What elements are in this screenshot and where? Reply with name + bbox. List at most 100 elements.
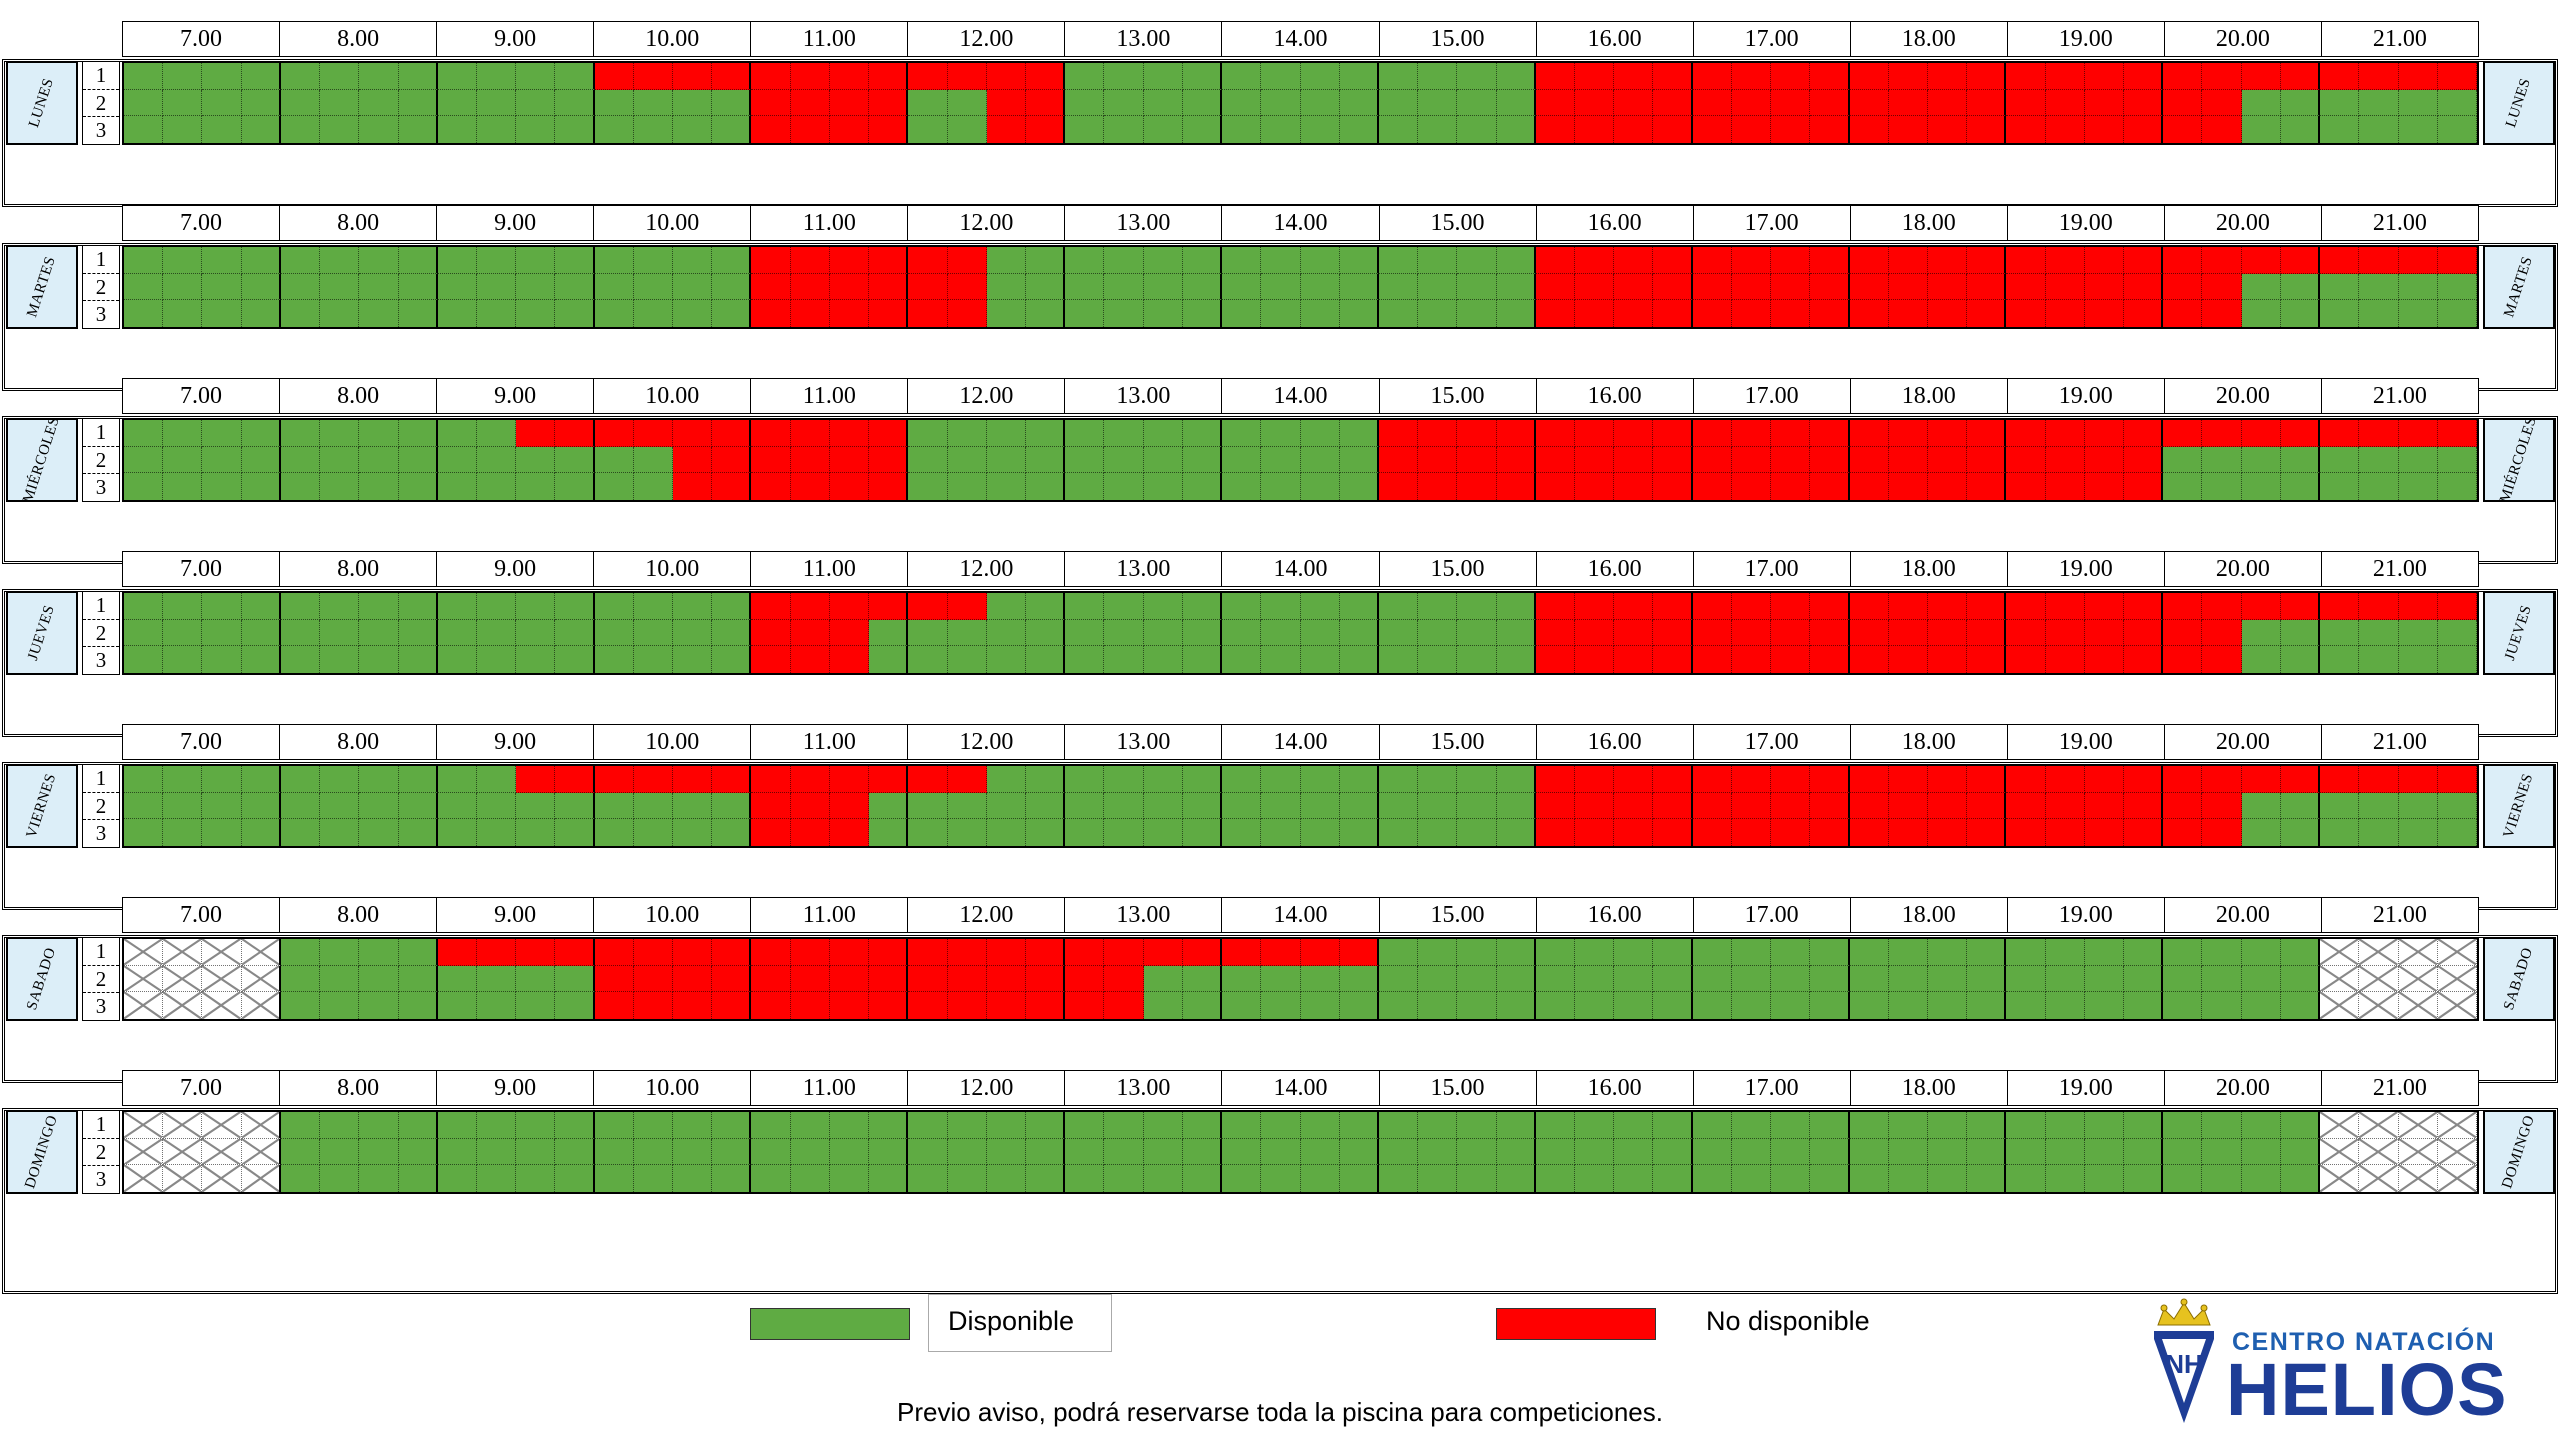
slot-available <box>280 420 321 447</box>
slot-unavailable <box>2006 766 2046 793</box>
slot-unavailable <box>751 116 791 143</box>
slot-available <box>2320 792 2360 820</box>
slot-unavailable <box>2163 247 2203 274</box>
slot-available <box>2124 965 2164 993</box>
slot-available <box>1300 992 1340 1019</box>
slot-unavailable <box>869 766 909 793</box>
slot-available <box>594 446 634 474</box>
slot-closed <box>2320 939 2360 966</box>
slot-available <box>986 819 1026 846</box>
slot-available <box>516 819 556 846</box>
slot-unavailable <box>1888 63 1928 90</box>
slot-available <box>1418 63 1458 90</box>
slot-unavailable <box>1810 619 1850 647</box>
slot-available <box>516 1112 556 1139</box>
slot-unavailable <box>751 89 791 117</box>
lane-number: 3 <box>95 994 107 1019</box>
slot-available <box>2124 992 2164 1019</box>
hour-label: 19.00 <box>2006 897 2164 933</box>
slot-available <box>555 819 595 846</box>
slot-unavailable <box>1888 792 1928 820</box>
slot-closed <box>241 1165 281 1192</box>
slot-unavailable <box>790 473 830 500</box>
slot-available <box>1300 593 1340 620</box>
slot-unavailable <box>829 247 870 274</box>
slot-unavailable <box>869 939 909 966</box>
slot-unavailable <box>673 766 713 793</box>
slot-available <box>1065 273 1105 301</box>
slot-unavailable <box>947 300 987 327</box>
slot-available <box>986 766 1026 793</box>
slot-available <box>1222 1138 1262 1166</box>
slot-available <box>124 420 164 447</box>
slot-unavailable <box>673 420 713 447</box>
slot-unavailable <box>1967 446 2007 474</box>
slot-unavailable <box>751 819 791 846</box>
hour-label: 12.00 <box>907 1070 1065 1106</box>
slot-available <box>2437 792 2477 820</box>
slot-available <box>1339 63 1379 90</box>
slot-available <box>1143 965 1183 993</box>
slot-available <box>633 473 674 500</box>
slot-available <box>1575 1112 1615 1139</box>
slot-available <box>986 1138 1026 1166</box>
slot-available <box>947 473 987 500</box>
slot-available <box>1418 300 1458 327</box>
slot-unavailable <box>2084 593 2125 620</box>
slot-available <box>1104 420 1144 447</box>
hour-label: 16.00 <box>1535 1070 1693 1106</box>
slot-unavailable <box>2045 792 2085 820</box>
slot-available <box>202 792 242 820</box>
slot-unavailable <box>1771 89 1811 117</box>
slot-unavailable <box>829 965 870 993</box>
slot-available <box>2241 965 2281 993</box>
slot-unavailable <box>751 792 791 820</box>
slot-closed <box>124 992 164 1019</box>
slot-available <box>1065 1112 1105 1139</box>
slot-unavailable <box>1967 89 2007 117</box>
slot-available <box>280 273 321 301</box>
slot-unavailable <box>2437 593 2477 620</box>
availability-grid <box>122 245 2479 329</box>
slot-available <box>163 420 203 447</box>
slot-unavailable <box>751 273 791 301</box>
svg-text:NH: NH <box>2165 1349 2203 1379</box>
hour-label: 8.00 <box>279 378 437 414</box>
slot-unavailable <box>2202 766 2242 793</box>
slot-unavailable <box>1927 766 1968 793</box>
slot-available <box>869 1138 909 1166</box>
slot-unavailable <box>908 273 948 301</box>
slot-available <box>2437 619 2477 647</box>
slot-unavailable <box>869 247 909 274</box>
slot-unavailable <box>2124 63 2164 90</box>
slot-available <box>1731 1112 1772 1139</box>
slot-unavailable <box>673 965 713 993</box>
slot-available <box>437 446 477 474</box>
slot-available <box>1418 1112 1458 1139</box>
slot-unavailable <box>1888 300 1928 327</box>
slot-available <box>633 792 674 820</box>
slot-available <box>633 273 674 301</box>
slot-available <box>437 819 477 846</box>
day-name: JUEVES <box>2502 603 2535 663</box>
slot-available <box>163 792 203 820</box>
slot-available <box>476 273 517 301</box>
slot-available <box>359 593 399 620</box>
slot-available <box>1300 819 1340 846</box>
slot-unavailable <box>1575 819 1615 846</box>
slot-available <box>163 593 203 620</box>
slot-unavailable <box>1653 766 1693 793</box>
lane-number: 1 <box>83 246 119 274</box>
slot-available <box>947 1138 987 1166</box>
slot-available <box>2280 819 2321 846</box>
slot-unavailable <box>2045 116 2085 143</box>
slot-available <box>280 939 321 966</box>
slot-unavailable <box>1849 116 1889 143</box>
lane-number: 2 <box>83 793 119 821</box>
slot-unavailable <box>2437 247 2477 274</box>
slot-available <box>241 273 281 301</box>
hour-label: 21.00 <box>2320 551 2479 587</box>
slot-unavailable <box>2241 420 2281 447</box>
slot-available <box>633 446 674 474</box>
slot-available <box>1300 1165 1340 1192</box>
